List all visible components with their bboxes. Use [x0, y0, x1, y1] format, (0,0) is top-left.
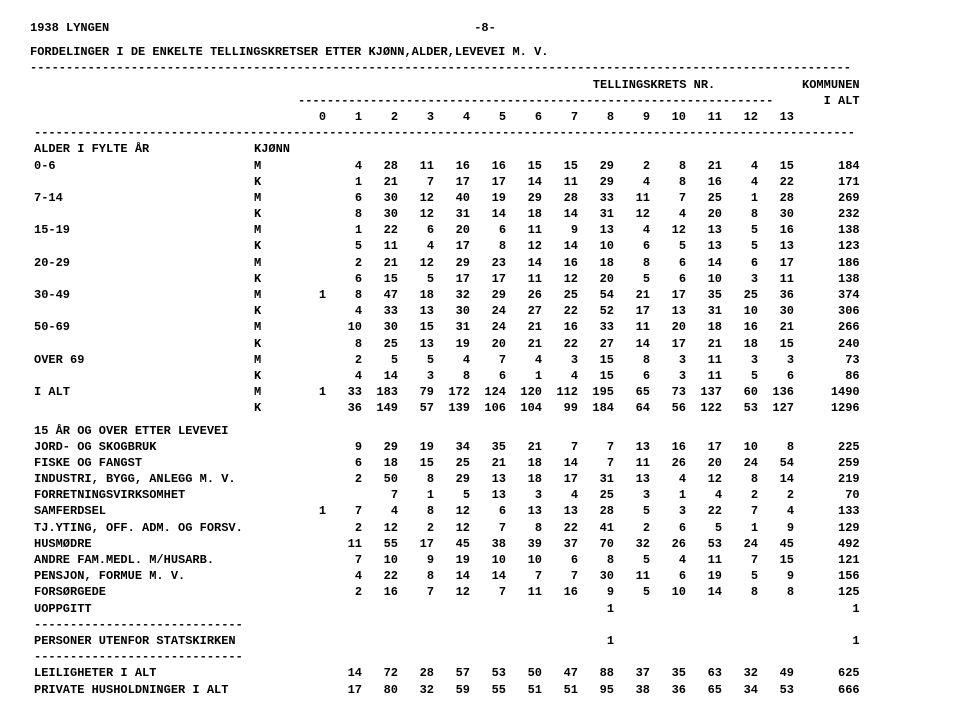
tellings-header: TELLINGSKRETS NR. [546, 77, 762, 93]
age-row: K51141781214106513513123 [30, 238, 864, 254]
livelihood-row: FORRETNINGSVIRKSOMHET7151334253142270 [30, 487, 864, 503]
livelihood-row: SAMFERDSEL1748126131328532274133 [30, 503, 864, 519]
age-row: OVER 69M25547431583113373 [30, 352, 864, 368]
data-table: TELLINGSKRETS NR. KOMMUNEN -------------… [30, 77, 864, 698]
column-number: 2 [366, 109, 402, 125]
age-row: 7-14M63012401929283311725128269 [30, 190, 864, 206]
livelihood-row: PENSJON, FORMUE M. V.4228141477301161959… [30, 568, 864, 584]
age-row: K8251319202122271417211815240 [30, 336, 864, 352]
livelihood-row: UOPPGITT11 [30, 601, 864, 617]
column-number: 11 [690, 109, 726, 125]
age-row: 30-49M18471832292625542117352536374 [30, 287, 864, 303]
column-number: 3 [402, 109, 438, 125]
column-number: 5 [474, 109, 510, 125]
age-row: K414386141563115686 [30, 368, 864, 384]
header-row-divider: ----------------------------------------… [30, 93, 864, 109]
column-number: 6 [510, 109, 546, 125]
section-divider: ----------------------------- [30, 617, 864, 633]
livelihood-row: TJ.YTING, OFF. ADM. OG FORSV.21221278224… [30, 520, 864, 536]
livelihood-row: HUSMØDRE11551745383937703226532445492 [30, 536, 864, 552]
bottom-divider: ----------------------------------------… [30, 125, 864, 141]
bottom-row: LEILIGHETER I ALT14722857535047883735633… [30, 665, 864, 681]
column-number: 9 [618, 109, 654, 125]
age-row: K83012311418143112420830232 [30, 206, 864, 222]
column-number: 1 [330, 109, 366, 125]
livelihood-row: ANDRE FAM.MEDL. M/HUSARB.710919101068541… [30, 552, 864, 568]
age-row: K121717171411294816422171 [30, 174, 864, 190]
page-number: -8- [474, 20, 496, 36]
header-row-1: TELLINGSKRETS NR. KOMMUNEN [30, 77, 864, 93]
column-numbers-row: 012345678910111213 [30, 109, 864, 125]
bottom-row: PRIVATE HUSHOLDNINGER I ALT1780325955515… [30, 682, 864, 698]
location-text: 1938 LYNGEN [30, 21, 109, 35]
column-number: 0 [294, 109, 330, 125]
age-heading-row: ALDER I FYLTE ÅRKJØNN [30, 141, 864, 157]
column-number: 7 [546, 109, 582, 125]
kommunen-header: KOMMUNEN [798, 77, 864, 93]
livelihood-row: FISKE OG FANGST6181525211814711262024542… [30, 455, 864, 471]
persons-outside-row: PERSONER UTENFOR STATSKIRKEN11 [30, 633, 864, 649]
column-number: 12 [726, 109, 762, 125]
title-line: FORDELINGER I DE ENKELTE TELLINGSKRETSER… [30, 44, 940, 60]
column-number: 8 [582, 109, 618, 125]
age-row: 15-19M12262061191341213516138 [30, 222, 864, 238]
age-row: 50-69M10301531242116331120181621266 [30, 319, 864, 335]
title-divider: ----------------------------------------… [30, 60, 940, 76]
section-divider-2: ----------------------------- [30, 649, 864, 665]
age-row: K3614957139106104991846456122531271296 [30, 400, 864, 416]
livelihood-row: FORSØRGEDE2167127111695101488125 [30, 584, 864, 600]
location-line: 1938 LYNGEN -8- [30, 20, 940, 36]
ialt-header: I ALT [798, 93, 864, 109]
livelihood-row: INDUSTRI, BYGG, ANLEGG M. V.250829131817… [30, 471, 864, 487]
livelihood-heading: 15 ÅR OG OVER ETTER LEVEVEI [30, 423, 864, 439]
livelihood-row: JORD- OG SKOGBRUK92919343521771316171082… [30, 439, 864, 455]
column-number: 10 [654, 109, 690, 125]
age-row: K615517171112205610311138 [30, 271, 864, 287]
age-row: I ALTM1331837917212412011219565731376013… [30, 384, 864, 400]
age-row: K4331330242722521713311030306 [30, 303, 864, 319]
column-number: 13 [762, 109, 798, 125]
age-row: 0-6M4281116161515292821415184 [30, 158, 864, 174]
age-row: 20-29M2211229231416188614617186 [30, 255, 864, 271]
column-number: 4 [438, 109, 474, 125]
